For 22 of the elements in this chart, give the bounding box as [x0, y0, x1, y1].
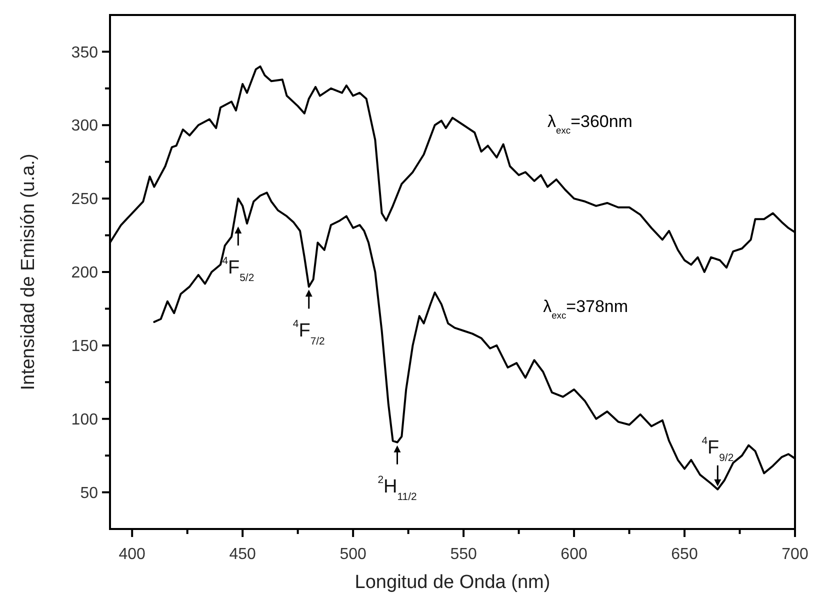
x-axis-title: Longitud de Onda (nm)	[354, 572, 550, 593]
x-tick-label: 400	[118, 546, 146, 563]
annotation: $^{4}$F$_{9/2}$	[702, 436, 734, 464]
y-axis-title: Intensidad de Emisión (u.a.)	[18, 154, 39, 390]
x-tick-label: 500	[340, 546, 367, 563]
y-tick-label: 300	[71, 118, 98, 135]
annotation: $^{2}$H$_{11/2}$	[378, 474, 417, 503]
y-tick-label: 200	[71, 264, 98, 282]
x-tick-label: 550	[450, 546, 477, 563]
y-tick-label: 350	[71, 44, 98, 62]
y-tick-label: 150	[71, 338, 98, 356]
y-tick-label: 100	[71, 411, 98, 428]
x-tick-label: 600	[560, 546, 588, 563]
text: λ$_{exc}$=378nm	[543, 296, 628, 321]
x-tick-label: 650	[671, 546, 698, 563]
text: λ$_{exc}$=360nm	[548, 112, 632, 136]
y-tick-label: 250	[71, 191, 98, 208]
x-tick-label: 700	[782, 546, 808, 563]
annotation: $^{4}$F$_{7/2}$	[292, 319, 326, 348]
y-tick-label: 50	[80, 484, 98, 502]
x-tick-label: 450	[229, 546, 256, 563]
annotation: $^{4}$F$_{5/2}$	[222, 256, 254, 284]
